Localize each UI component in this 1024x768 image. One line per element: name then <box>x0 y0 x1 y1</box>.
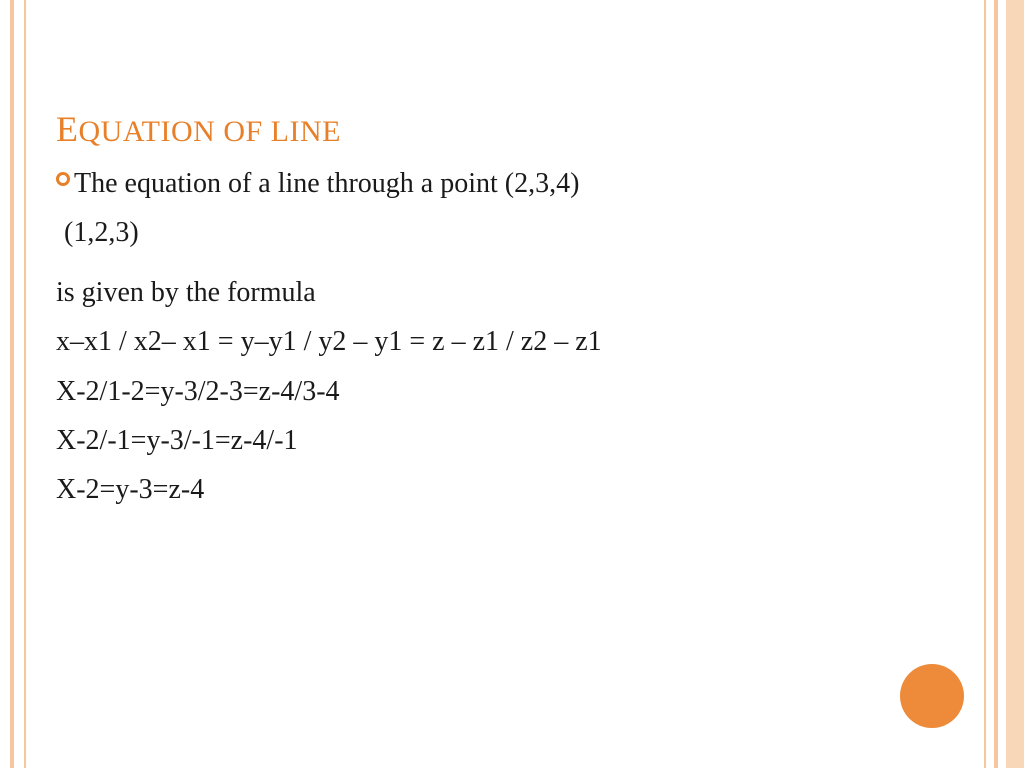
title-first-letter: E <box>56 109 79 149</box>
bullet-icon <box>56 172 70 186</box>
circle-decor-icon <box>900 664 964 728</box>
body-line-6: X-2/-1=y-3/-1=z-4/-1 <box>56 419 954 462</box>
bullet-line-1: The equation of a line through a point (… <box>56 162 954 205</box>
slide-border-left-inner <box>24 0 26 768</box>
body-line-5: X-2/1-2=y-3/2-3=z-4/3-4 <box>56 370 954 413</box>
title-rest: QUATION OF LINE <box>79 115 341 148</box>
slide-title: EQUATION OF LINE <box>56 108 954 150</box>
body-line-3: is given by the formula <box>56 271 954 314</box>
slide-border-right-inner <box>984 0 986 768</box>
body-line-1: The equation of a line through a point (… <box>74 162 579 205</box>
slide-content: EQUATION OF LINE The equation of a line … <box>56 108 954 518</box>
body-line-2: (1,2,3) <box>64 211 954 254</box>
body-line-4: x–x1 / x2– x1 = y–y1 / y2 – y1 = z – z1 … <box>56 320 954 363</box>
slide-border-right-block <box>1006 0 1024 768</box>
slide-border-right-outer <box>994 0 998 768</box>
slide-border-left-outer <box>10 0 14 768</box>
body-line-7: X-2=y-3=z-4 <box>56 468 954 511</box>
